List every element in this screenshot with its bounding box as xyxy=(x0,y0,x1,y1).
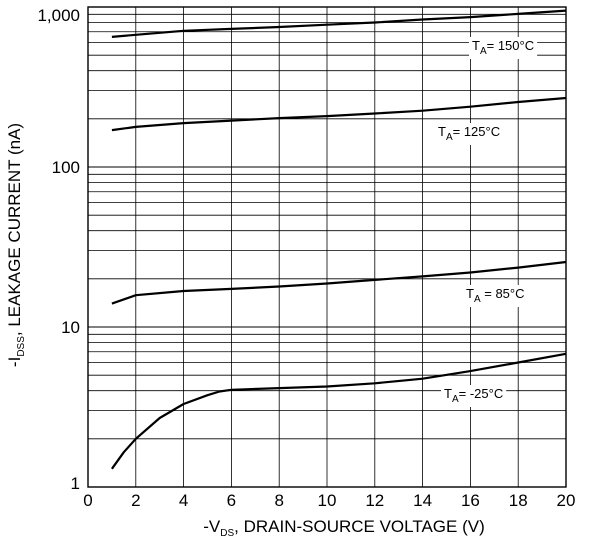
series-line-0 xyxy=(111,9,567,38)
curve-label-text: TA= 125°C xyxy=(438,124,500,143)
grid xyxy=(87,6,567,488)
x-axis-label-sub: DS xyxy=(220,528,234,539)
curve-label-prefix: T xyxy=(444,386,452,401)
curve-labels: TA= 150°CTA= 125°CTA = 85°CTA= -25°C xyxy=(435,37,538,407)
x-tick-label: 18 xyxy=(509,491,528,510)
y-tick-label: 1,000 xyxy=(37,6,80,25)
y-axis-label-prefix: -I xyxy=(5,357,24,367)
y-axis-label: -IDSS, LEAKAGE CURRENT (nA) xyxy=(5,123,27,367)
y-tick-label: 1 xyxy=(71,474,80,493)
curve-label-text: TA = 85°C xyxy=(466,286,525,305)
curve-label-text: TA= 150°C xyxy=(472,38,534,57)
curve-label-bg xyxy=(463,285,528,307)
x-tick-label: 14 xyxy=(413,491,432,510)
curve-label-bg xyxy=(441,385,507,407)
plot-frame xyxy=(87,6,567,488)
curve-label-prefix: T xyxy=(472,38,480,53)
curve-label-sub: A xyxy=(480,46,487,57)
curve-label-suffix: = 85°C xyxy=(481,286,525,301)
curve-label-suffix: = -25°C xyxy=(459,386,504,401)
curve-label-3: TA= -25°C xyxy=(441,385,507,407)
x-axis-label-prefix: -V xyxy=(203,517,221,536)
x-tick-label: 12 xyxy=(365,491,384,510)
series-line-2 xyxy=(111,260,567,305)
x-tick-labels: 0 2 4 6 8 10 12 14 16 18 20 xyxy=(83,491,575,510)
curve-label-bg xyxy=(469,37,538,59)
x-axis-label: -VDS, DRAIN-SOURCE VOLTAGE (V) xyxy=(203,517,485,539)
curve-label-0: TA= 150°C xyxy=(469,37,538,59)
x-tick-label: 2 xyxy=(131,491,140,510)
x-tick-label: 4 xyxy=(179,491,188,510)
curve-label-suffix: = 125°C xyxy=(453,124,500,139)
curves xyxy=(111,9,567,470)
curve-label-sub: A xyxy=(474,294,481,305)
y-axis-label-sub: DSS xyxy=(16,336,27,357)
y-tick-label: 100 xyxy=(52,158,80,177)
x-tick-label: 16 xyxy=(461,491,480,510)
x-axis-label-suffix: , DRAIN-SOURCE VOLTAGE (V) xyxy=(234,517,485,536)
x-tick-label: 20 xyxy=(557,491,576,510)
curve-label-prefix: T xyxy=(438,124,446,139)
x-tick-label: 8 xyxy=(274,491,283,510)
curve-label-suffix: = 150°C xyxy=(487,38,534,53)
y-tick-labels: 1 10 100 1,000 xyxy=(37,6,80,493)
curve-label-sub: A xyxy=(452,394,459,405)
curve-label-bg xyxy=(435,123,504,145)
x-tick-label: 10 xyxy=(318,491,337,510)
x-tick-label: 6 xyxy=(227,491,236,510)
curve-label-text: TA= -25°C xyxy=(444,386,503,405)
curve-label-prefix: T xyxy=(466,286,474,301)
series-line-1 xyxy=(111,96,567,132)
curve-label-sub: A xyxy=(446,132,453,143)
curve-label-1: TA= 125°C xyxy=(435,123,504,145)
x-tick-label: 0 xyxy=(83,491,92,510)
series-line-3 xyxy=(111,352,567,470)
y-tick-label: 10 xyxy=(61,318,80,337)
curve-label-2: TA = 85°C xyxy=(463,285,528,307)
y-axis-label-suffix: , LEAKAGE CURRENT (nA) xyxy=(5,123,24,336)
